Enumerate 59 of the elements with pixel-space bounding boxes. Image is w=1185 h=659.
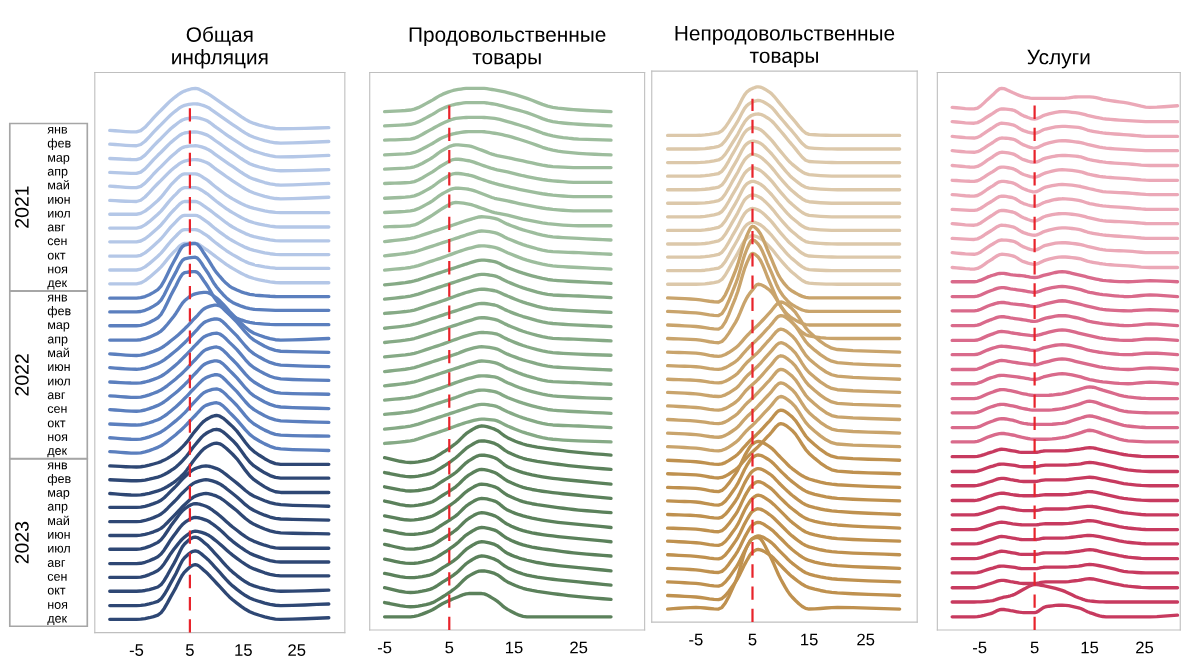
chart-title: Общая инфляция: [172, 26, 268, 69]
text: 2023: [14, 521, 29, 564]
text: дек: [47, 448, 68, 458]
chart-title: Непродовольственные товары: [675, 26, 895, 68]
text: авг: [47, 224, 66, 232]
text: янв: [47, 294, 68, 302]
text: июн: [48, 196, 70, 204]
x-tick-label: 5: [1030, 641, 1039, 654]
x-tick-label: 5: [748, 633, 757, 646]
text: авг: [47, 392, 66, 400]
x-tick-label: 15: [505, 641, 523, 654]
text: май: [48, 515, 69, 526]
chart-title: Продовольственные товары: [409, 27, 606, 69]
text: июл: [48, 378, 70, 386]
text: апр: [47, 503, 68, 514]
text: июл: [48, 545, 70, 553]
text: окт: [47, 587, 66, 595]
text: дек: [47, 280, 68, 290]
x-tick-label: 25: [857, 633, 875, 646]
text: мар: [48, 490, 70, 500]
text: авг: [47, 560, 66, 567]
text: ноя: [48, 602, 68, 609]
text: ноя: [48, 266, 68, 274]
text: апр: [47, 168, 68, 179]
x-tick-label: 15: [235, 644, 252, 656]
text: май: [48, 180, 69, 190]
text: фев: [47, 473, 71, 486]
x-tick-label: -5: [689, 633, 703, 646]
text: 2021: [14, 186, 29, 228]
x-tick-label: 15: [801, 633, 818, 646]
x-tick-label: -5: [972, 641, 987, 654]
x-tick-label: 25: [570, 641, 588, 654]
text: мар: [48, 322, 70, 332]
chart-title: Услуги: [1027, 49, 1090, 69]
text: ноя: [48, 434, 68, 442]
x-tick-label: 5: [445, 641, 454, 654]
x-tick-label: 25: [288, 644, 306, 656]
text: июн: [48, 531, 70, 539]
text: окт: [47, 252, 66, 260]
text: сен: [47, 238, 67, 246]
text: дек: [47, 615, 68, 626]
text: июл: [48, 210, 70, 218]
text: янв: [47, 126, 68, 134]
text: окт: [47, 420, 66, 428]
text: мар: [48, 155, 70, 165]
text: июн: [48, 364, 70, 372]
text: май: [48, 347, 69, 358]
x-tick-label: -5: [129, 644, 144, 656]
x-tick-label: 15: [1081, 641, 1099, 654]
x-tick-label: 25: [1136, 641, 1154, 654]
text: фев: [47, 138, 71, 150]
x-tick-label: -5: [377, 641, 392, 654]
text: янв: [47, 462, 68, 470]
x-tick-label: 5: [185, 644, 194, 656]
text: сен: [47, 406, 67, 413]
text: 2022: [14, 354, 29, 396]
text: фев: [47, 306, 71, 318]
text: сен: [47, 573, 67, 581]
text: апр: [47, 336, 68, 346]
